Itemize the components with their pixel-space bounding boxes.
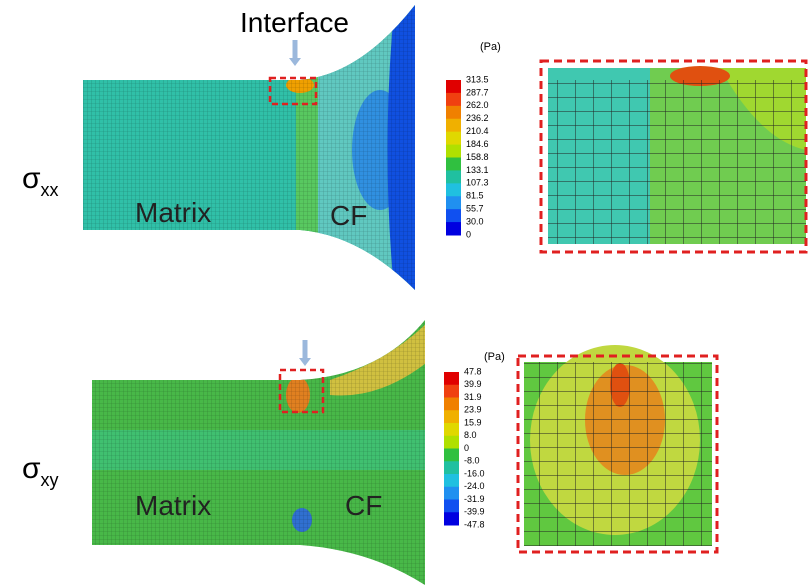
arrow-head — [289, 58, 301, 66]
colorbar-label: -16.0 — [464, 468, 485, 478]
colorbar-segment — [444, 423, 459, 437]
colorbar-label: -8.0 — [464, 456, 480, 466]
region-label: Matrix — [135, 197, 211, 228]
colorbar-label: -39.9 — [464, 507, 485, 517]
interface-box — [278, 368, 325, 414]
colorbar-label: 39.9 — [464, 379, 482, 389]
colorbar-segment — [444, 448, 459, 462]
colorbar-segment — [446, 170, 461, 184]
colorbar-label: 0 — [466, 229, 471, 239]
colorbar-segment — [444, 435, 459, 449]
colorbar-label: 133.1 — [466, 165, 489, 175]
colorbar-label: 8.0 — [464, 430, 477, 440]
colorbar-label: 107.3 — [466, 178, 489, 188]
colorbar-segment — [446, 157, 461, 171]
interface-box — [268, 76, 318, 106]
colorbar-segment — [446, 209, 461, 223]
symbol: σ — [22, 452, 41, 485]
stress-label: σxy — [22, 452, 59, 490]
colorbar-label: -24.0 — [464, 481, 485, 491]
colorbar-label: 47.8 — [464, 366, 482, 376]
colorbar-segment — [444, 474, 459, 488]
colorbar-label: 287.7 — [466, 87, 489, 97]
specimen — [92, 320, 425, 585]
colorbar-label: 262.0 — [466, 100, 489, 110]
colorbar-segment — [446, 183, 461, 197]
zoom — [539, 59, 808, 254]
colorbar-label: 31.9 — [464, 392, 482, 402]
colorbar-segment — [446, 196, 461, 210]
colorbar-segment — [446, 144, 461, 158]
colorbar-segment — [446, 222, 461, 236]
colorbar-label: 0 — [464, 443, 469, 453]
colorbar-segment — [444, 499, 459, 513]
colorbar-label: 184.6 — [466, 139, 489, 149]
colorbar-segment — [444, 384, 459, 398]
region-label: CF — [330, 200, 367, 231]
colorbar-label: 313.5 — [466, 74, 489, 84]
zoom — [516, 345, 719, 554]
colorbar-label: 210.4 — [466, 126, 489, 136]
colorbar-segment — [446, 131, 461, 146]
subscript: xx — [41, 180, 59, 200]
stress-label: σxx — [22, 162, 59, 200]
colorbar-label: 55.7 — [466, 204, 484, 214]
colorbar-segment — [444, 397, 459, 411]
colorbar-segment — [444, 512, 459, 526]
colorbar-segment — [446, 92, 461, 107]
colorbar-label: -31.9 — [464, 494, 485, 504]
unit: (Pa) — [480, 41, 501, 53]
colorbar-segment — [446, 80, 461, 94]
colorbar-segment — [444, 372, 459, 386]
colorbar-label: 23.9 — [464, 405, 482, 415]
colorbar-label: 30.0 — [466, 216, 484, 226]
colorbar-segment — [444, 410, 459, 424]
symbol: σ — [22, 162, 41, 195]
subscript: xy — [41, 470, 59, 490]
colorbar-segment — [444, 461, 459, 475]
region-label: CF — [345, 490, 382, 521]
unit: (Pa) — [484, 351, 505, 363]
colorbar-label: 158.8 — [466, 152, 489, 162]
colorbar-segment — [444, 486, 459, 500]
colorbar-segment — [446, 118, 461, 133]
annotation: Interface — [240, 7, 349, 38]
colorbar-segment — [446, 105, 461, 120]
colorbar-label: 236.2 — [466, 113, 489, 123]
colorbar-label: -47.8 — [464, 519, 485, 529]
region-label: Matrix — [135, 490, 211, 521]
specimen — [83, 5, 415, 290]
colorbar-label: 81.5 — [466, 191, 484, 201]
colorbar-label: 15.9 — [464, 417, 482, 427]
arrow-head — [299, 358, 311, 366]
